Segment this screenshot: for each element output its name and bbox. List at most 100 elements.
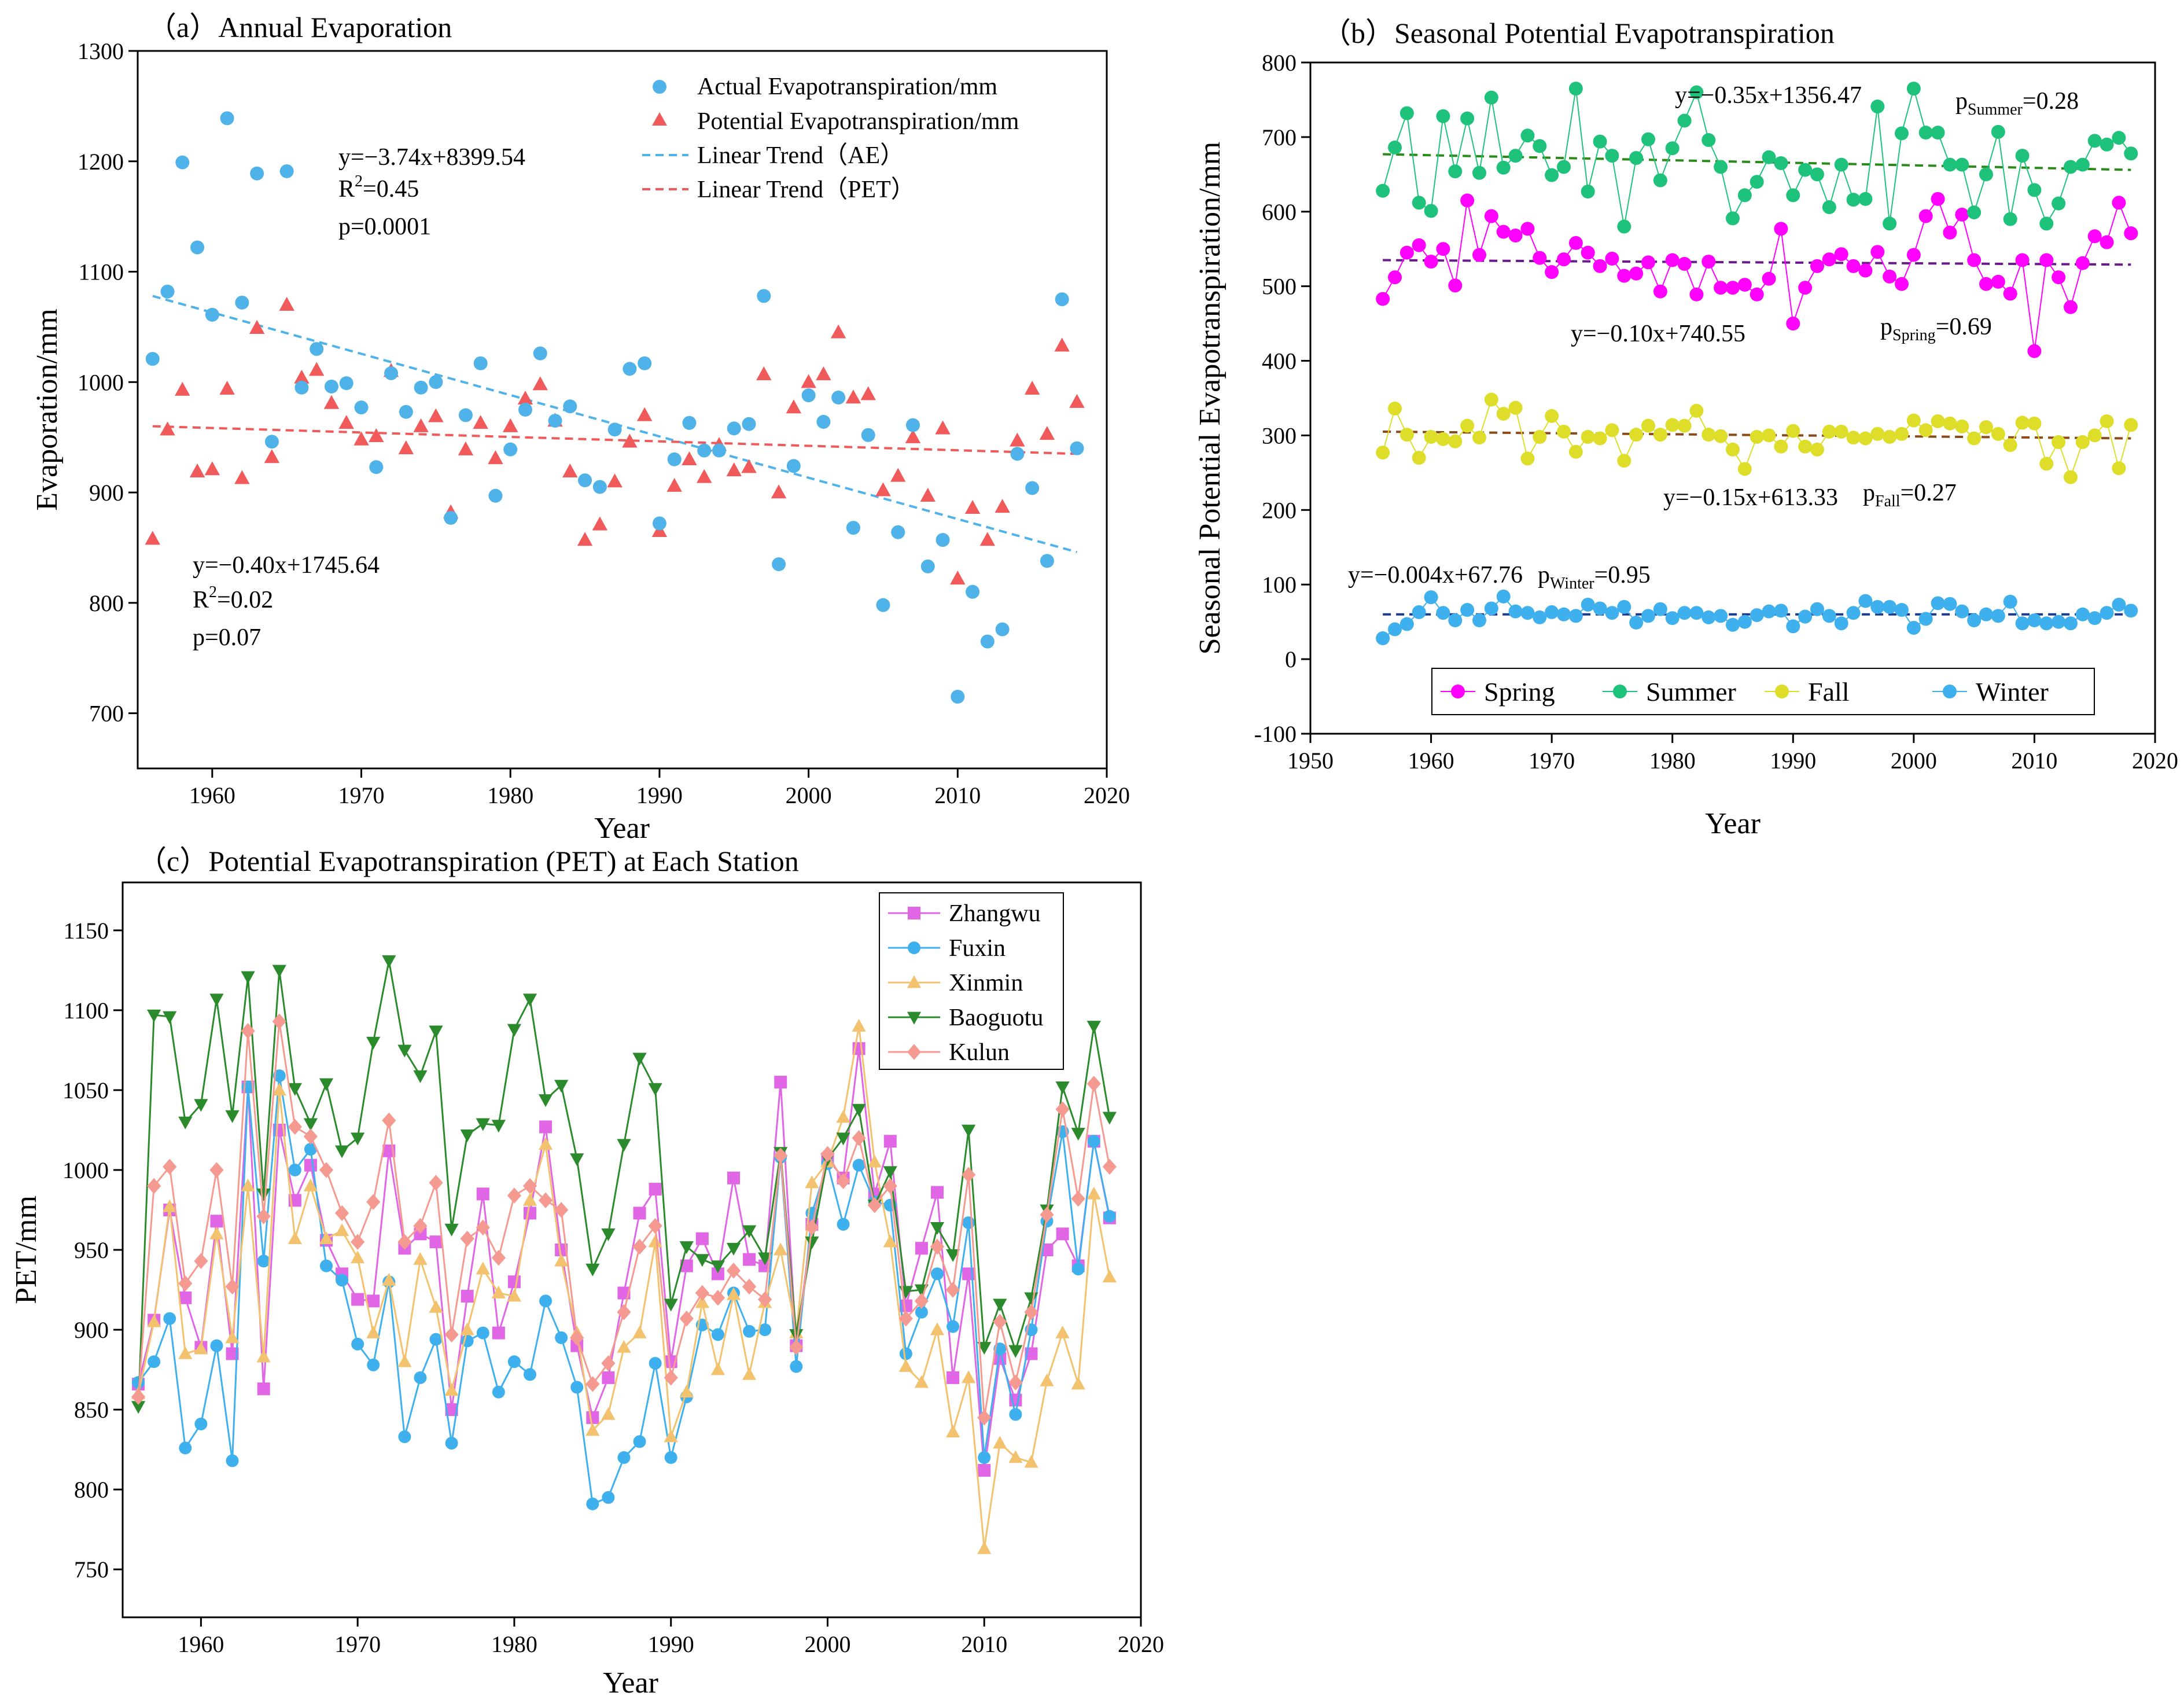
spring-point (1955, 207, 1969, 222)
fuxin-point (946, 1320, 960, 1333)
pet-point (920, 488, 936, 502)
panel-b-y-tick-label: -100 (1254, 721, 1297, 747)
panel-c-series (131, 955, 1117, 1554)
zhangwu-point (507, 1275, 521, 1289)
ae-point (980, 634, 995, 649)
fuxin-point (194, 1417, 208, 1430)
fall-point (1424, 430, 1438, 444)
kulun-point (429, 1175, 443, 1191)
zhangwu-point (226, 1347, 239, 1360)
summer-point (1448, 164, 1463, 179)
zhangwu-point (445, 1403, 458, 1417)
panel-c-y-tick-label: 1150 (63, 918, 109, 944)
xinmin-point (538, 1137, 553, 1150)
legend-winter-label: Winter (1976, 677, 2049, 707)
panel-b-legend-items: Spring Summer Fall Winter (1441, 677, 2049, 707)
ae-point (772, 557, 786, 572)
fuxin-point (336, 1274, 349, 1287)
xinmin-point (898, 1359, 913, 1372)
xinmin-point (664, 1429, 678, 1443)
xinmin-point (241, 1178, 255, 1191)
xinmin-point (1102, 1270, 1117, 1283)
xinmin-point (695, 1295, 709, 1308)
kulun-point (758, 1291, 772, 1308)
zhangwu-point (257, 1382, 270, 1396)
panel-b-spring-p: pSpring=0.69 (1880, 314, 1992, 344)
xinmin-point (617, 1340, 631, 1353)
fuxin-point (962, 1216, 975, 1230)
panel-b-winter-p: pWinter=0.95 (1538, 562, 1651, 593)
xinmin-point (288, 1231, 302, 1245)
panel-b-fall-p-base: p (1863, 480, 1875, 506)
pet-point (294, 369, 310, 384)
winter-point (1737, 615, 1752, 629)
ae-point (518, 403, 532, 417)
fall-point (1846, 431, 1861, 445)
fall-point (1774, 439, 1788, 454)
summer-point (1617, 219, 1631, 234)
panel-b-x-tick-label: 1990 (1770, 748, 1816, 774)
baoguotu-point (789, 1329, 804, 1342)
legend-fuxin-marker (908, 941, 920, 954)
fall-point (1436, 432, 1450, 446)
kulun-point (163, 1158, 177, 1175)
spring-point (1581, 245, 1595, 260)
pet-point (517, 391, 533, 405)
summer-point (1472, 165, 1486, 180)
spring-point (1412, 238, 1426, 252)
fuxin-point (524, 1368, 536, 1381)
baoguotu-point (429, 1025, 443, 1039)
pet-point (935, 420, 951, 435)
zhangwu-point (351, 1293, 364, 1306)
pet-point (577, 532, 593, 546)
panel-a-x-tick-label: 2000 (786, 782, 832, 808)
pet-point (264, 449, 280, 463)
fall-point (1568, 444, 1583, 459)
kulun-point (382, 1112, 396, 1129)
legend-summer-label: Summer (1646, 677, 1736, 707)
spring-point (1533, 251, 1547, 265)
panel-b-fall-equation: y=−0.15x+613.33 (1663, 484, 1838, 511)
panel-a-ae-r2-prefix: R (338, 176, 355, 203)
summer-point (1484, 90, 1498, 105)
legend-pet-trend-label: Linear Trend（PET） (697, 176, 915, 203)
winter-point (2015, 616, 2030, 631)
legend-kulun-label: Kulun (949, 1039, 1010, 1066)
kulun-point (617, 1304, 631, 1320)
fuxin-point (617, 1451, 631, 1464)
xinmin-point (334, 1223, 349, 1237)
panel-b-winter-equation: y=−0.004x+67.76 (1348, 562, 1523, 588)
fuxin-point (210, 1339, 223, 1352)
ae-point (801, 388, 816, 403)
fall-point (2075, 435, 2090, 450)
spring-point (2064, 300, 2078, 314)
baoguotu-point (476, 1118, 490, 1131)
pet-point (771, 484, 787, 499)
xinmin-point (460, 1322, 474, 1336)
xinmin-point (648, 1234, 662, 1248)
summer-point (1568, 82, 1583, 96)
panel-a-y-tick-label: 800 (89, 590, 124, 616)
pet-point (756, 366, 772, 381)
fall-point (1737, 462, 1752, 476)
summer-point (1641, 132, 1655, 146)
kulun-point (1024, 1304, 1038, 1320)
spring-point (1665, 253, 1680, 267)
fuxin-point (790, 1360, 803, 1373)
panel-c-y-tick-label: 1050 (62, 1077, 109, 1103)
panel-c-x-tick-label: 1970 (334, 1631, 381, 1657)
fall-point (1665, 418, 1680, 432)
fuxin-point (1103, 1210, 1116, 1223)
panel-b-y-tick-label: 500 (1262, 274, 1297, 300)
fuxin-point (711, 1328, 724, 1341)
baoguotu-point (303, 1118, 318, 1131)
baoguotu-point (225, 1110, 240, 1123)
fuxin-point (555, 1331, 568, 1344)
zhangwu-point (899, 1299, 912, 1312)
baoguotu-point (758, 1252, 772, 1265)
ae-point (966, 584, 980, 599)
winter-point (1653, 602, 1667, 616)
spring-point (1653, 284, 1667, 299)
baoguotu-point (664, 1298, 678, 1312)
